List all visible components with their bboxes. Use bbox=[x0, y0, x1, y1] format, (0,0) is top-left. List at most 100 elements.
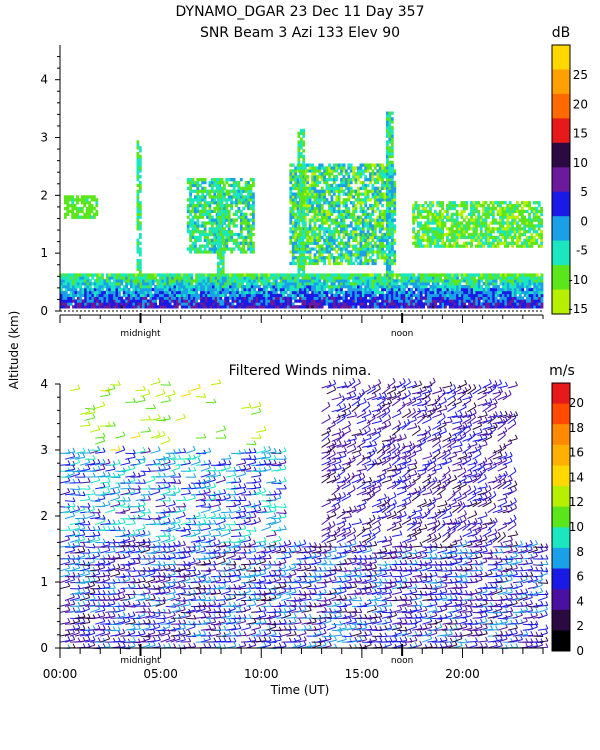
snr-cell bbox=[444, 305, 447, 309]
snr-cell bbox=[316, 204, 319, 208]
snr-cell bbox=[60, 273, 63, 277]
snr-cell bbox=[198, 244, 202, 248]
snr-cell bbox=[361, 276, 365, 280]
snr-cell bbox=[441, 238, 444, 242]
snr-cell bbox=[249, 198, 253, 202]
snr-cell bbox=[291, 204, 295, 208]
snr-cell bbox=[265, 276, 269, 280]
snr-cell bbox=[381, 293, 384, 297]
snr-cell bbox=[306, 241, 310, 245]
snr-cell bbox=[185, 296, 189, 300]
snr-cell bbox=[308, 305, 312, 309]
snr-cell bbox=[191, 227, 195, 231]
snr-cell bbox=[393, 273, 397, 277]
snr-cell bbox=[299, 227, 303, 231]
snr-cell bbox=[443, 215, 447, 219]
snr-cell bbox=[388, 256, 392, 260]
snr-cell bbox=[255, 305, 259, 309]
snr-cell bbox=[509, 285, 512, 289]
snr-cell bbox=[142, 305, 145, 309]
snr-cell bbox=[219, 212, 223, 216]
snr-cell bbox=[438, 235, 442, 240]
snr-cell bbox=[243, 302, 247, 306]
snr-cell bbox=[301, 221, 305, 225]
snr-cell bbox=[299, 244, 303, 248]
snr-cell bbox=[311, 293, 314, 297]
snr-cell bbox=[400, 305, 404, 309]
snr-cell bbox=[383, 293, 387, 297]
snr-cell bbox=[69, 293, 73, 297]
snr-cell bbox=[405, 282, 409, 286]
snr-cell bbox=[438, 230, 442, 234]
snr-cell bbox=[456, 290, 459, 295]
snr-cell bbox=[526, 287, 529, 292]
snr-cell bbox=[183, 285, 186, 289]
snr-cell bbox=[303, 224, 307, 228]
snr-cell bbox=[118, 296, 121, 300]
snr-cell bbox=[335, 273, 339, 277]
snr-cell bbox=[494, 296, 498, 300]
snr-cell bbox=[383, 285, 387, 289]
snr-cell bbox=[313, 198, 317, 202]
snr-cell bbox=[530, 293, 534, 297]
snr-cell bbox=[212, 293, 215, 297]
snr-cell bbox=[330, 169, 334, 173]
snr-cell bbox=[482, 235, 485, 240]
snr-cell bbox=[444, 290, 447, 295]
snr-cell bbox=[533, 287, 537, 292]
snr-cell bbox=[241, 282, 244, 286]
snr-cell bbox=[525, 235, 529, 240]
snr-cell bbox=[458, 212, 461, 216]
snr-cell bbox=[484, 215, 488, 219]
snr-cell bbox=[424, 299, 428, 303]
snr-cell bbox=[303, 305, 307, 309]
snr-cell bbox=[335, 261, 339, 266]
snr-cell bbox=[345, 215, 348, 219]
snr-cell bbox=[381, 175, 384, 179]
snr-cell bbox=[206, 250, 209, 254]
snr-cell bbox=[361, 212, 365, 216]
snr-cell bbox=[446, 273, 450, 277]
snr-cell bbox=[506, 235, 510, 240]
snr-cell bbox=[337, 253, 341, 257]
snr-cell bbox=[354, 302, 358, 306]
snr-cell bbox=[74, 285, 78, 289]
snr-cell bbox=[303, 244, 307, 248]
snr-cell bbox=[513, 232, 517, 237]
snr-cell bbox=[482, 241, 485, 245]
snr-cell bbox=[84, 290, 87, 295]
snr-cell bbox=[214, 302, 218, 306]
snr-cell bbox=[159, 285, 162, 289]
snr-cell bbox=[419, 238, 423, 242]
snr-cell bbox=[354, 296, 358, 300]
snr-cell bbox=[366, 224, 370, 228]
snr-cell bbox=[159, 276, 162, 280]
snr-cell bbox=[393, 282, 397, 286]
snr-cell bbox=[417, 244, 420, 248]
snr-cell bbox=[328, 178, 331, 182]
snr-cell bbox=[535, 305, 539, 309]
snr-cell bbox=[318, 256, 322, 260]
snr-cell bbox=[349, 189, 353, 193]
snr-cell bbox=[265, 302, 269, 306]
snr-cell bbox=[192, 296, 196, 300]
snr-cell bbox=[373, 279, 377, 283]
snr-cell bbox=[438, 204, 442, 208]
snr-cell bbox=[289, 189, 293, 193]
snr-cell bbox=[347, 192, 351, 196]
snr-cell bbox=[538, 290, 541, 295]
snr-cell bbox=[359, 253, 363, 257]
snr-cell bbox=[361, 235, 365, 240]
snr-cell bbox=[316, 279, 319, 283]
snr-cell bbox=[393, 285, 397, 289]
snr-cell bbox=[120, 299, 124, 303]
snr-cell bbox=[499, 293, 503, 297]
snr-cell bbox=[159, 273, 162, 277]
snr-cell bbox=[279, 273, 283, 277]
snr-cell bbox=[154, 296, 157, 300]
snr-cell bbox=[224, 285, 227, 289]
snr-cell bbox=[247, 244, 250, 248]
snr-cell bbox=[431, 241, 435, 245]
snr-cell bbox=[76, 273, 80, 277]
snr-cell bbox=[354, 299, 358, 303]
